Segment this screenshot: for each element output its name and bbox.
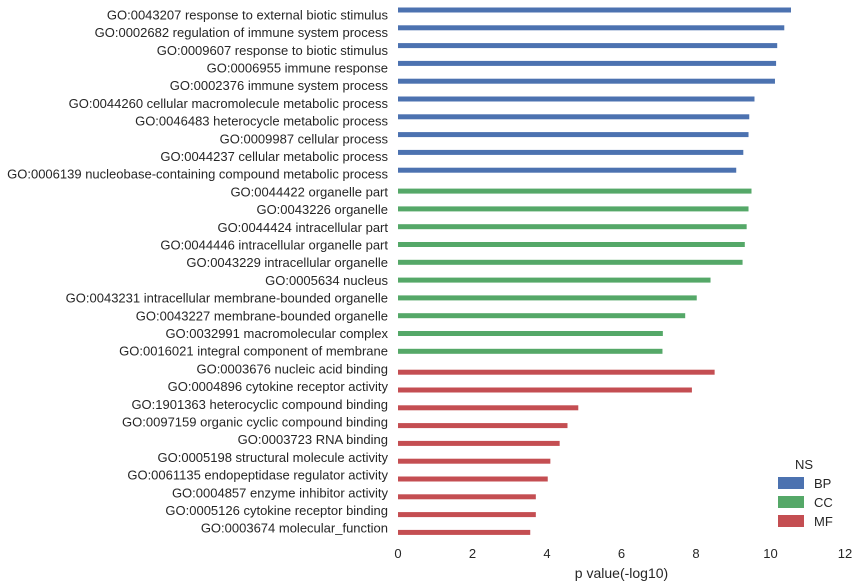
category-label: GO:0043226 organelle bbox=[256, 202, 388, 217]
bar-mf-2 bbox=[398, 387, 692, 393]
category-label: GO:0043229 intracellular organelle bbox=[186, 255, 388, 270]
category-label: GO:0046483 heterocycle metabolic process bbox=[135, 114, 388, 129]
category-label: GO:0003676 nucleic acid binding bbox=[196, 361, 388, 376]
category-label: GO:0044422 organelle part bbox=[230, 184, 388, 199]
bar-cc-6 bbox=[398, 277, 711, 283]
category-label: GO:0097159 organic cyclic compound bindi… bbox=[122, 415, 388, 430]
legend-swatch-mf bbox=[778, 515, 804, 527]
bar-mf-9 bbox=[398, 512, 536, 518]
category-label: GO:0061135 endopeptidase regulator activ… bbox=[127, 468, 388, 483]
bar-bp-4 bbox=[398, 60, 777, 66]
bar-bp-6 bbox=[398, 96, 755, 102]
x-tick-label: 4 bbox=[543, 546, 550, 561]
bar-mf-3 bbox=[398, 405, 579, 411]
category-label: GO:0004896 cytokine receptor activity bbox=[168, 379, 389, 394]
bar-mf-7 bbox=[398, 476, 548, 482]
category-label: GO:0005198 structural molecule activity bbox=[158, 450, 389, 465]
category-label: GO:0032991 macromolecular complex bbox=[165, 326, 388, 341]
x-tick-label: 12 bbox=[838, 546, 852, 561]
bar-bp-10 bbox=[398, 167, 737, 173]
bar-mf-8 bbox=[398, 494, 536, 500]
bar-cc-9 bbox=[398, 331, 663, 336]
category-label: GO:0044260 cellular macromolecule metabo… bbox=[69, 96, 389, 111]
bar-bp-5 bbox=[398, 78, 775, 84]
category-label: GO:0006139 nucleobase-containing compoun… bbox=[7, 167, 388, 182]
legend-label-mf: MF bbox=[814, 514, 833, 529]
category-label: GO:0043207 response to external biotic s… bbox=[107, 7, 389, 22]
category-label: GO:0002376 immune system process bbox=[170, 78, 389, 93]
legend-label-cc: CC bbox=[814, 495, 833, 510]
bar-mf-10 bbox=[398, 529, 531, 535]
bar-mf-4 bbox=[398, 423, 568, 429]
bar-mf-5 bbox=[398, 440, 560, 446]
category-label: GO:0044424 intracellular part bbox=[217, 220, 388, 235]
bar-cc-3 bbox=[398, 224, 747, 230]
category-label: GO:0016021 integral component of membran… bbox=[119, 344, 388, 359]
category-label: GO:0005126 cytokine receptor binding bbox=[165, 503, 388, 518]
legend-label-bp: BP bbox=[814, 476, 831, 491]
category-label: GO:1901363 heterocyclic compound binding bbox=[131, 397, 388, 412]
category-label: GO:0006955 immune response bbox=[207, 61, 388, 76]
legend: NS BP CC MF bbox=[778, 457, 833, 529]
category-label: GO:0004857 enzyme inhibitor activity bbox=[172, 485, 389, 500]
legend-entries-group: BP CC MF bbox=[778, 476, 833, 529]
bar-mf-1 bbox=[398, 369, 715, 375]
category-label: GO:0043231 intracellular membrane-bounde… bbox=[66, 291, 388, 306]
bars-group bbox=[398, 7, 791, 535]
category-label: GO:0043227 membrane-bounded organelle bbox=[136, 308, 388, 323]
legend-swatch-cc bbox=[778, 496, 804, 508]
bar-cc-7 bbox=[398, 295, 697, 301]
category-label: GO:0009987 cellular process bbox=[220, 131, 389, 146]
x-tick-label: 2 bbox=[469, 546, 476, 561]
legend-title: NS bbox=[795, 457, 813, 472]
x-tick-label: 0 bbox=[394, 546, 401, 561]
category-label: GO:0005634 nucleus bbox=[265, 273, 388, 288]
bar-bp-8 bbox=[398, 132, 749, 138]
bar-bp-9 bbox=[398, 149, 744, 155]
x-axis-label: p value(-log10) bbox=[575, 565, 668, 581]
category-label: GO:0003674 molecular_function bbox=[201, 521, 388, 536]
category-label: GO:0002682 regulation of immune system p… bbox=[95, 25, 389, 40]
bar-cc-2 bbox=[398, 206, 749, 212]
category-label: GO:0044446 intracellular organelle part bbox=[160, 238, 388, 253]
x-tick-labels-group: 0 2 4 6 8 10 12 bbox=[394, 546, 852, 561]
bar-cc-10 bbox=[398, 348, 663, 354]
bar-cc-8 bbox=[398, 313, 686, 319]
legend-swatch-bp bbox=[778, 477, 804, 489]
x-tick-label: 8 bbox=[692, 546, 699, 561]
category-label: GO:0009607 response to biotic stimulus bbox=[157, 43, 389, 58]
bar-bp-2 bbox=[398, 25, 785, 31]
x-tick-label: 6 bbox=[618, 546, 625, 561]
bar-bp-3 bbox=[398, 43, 778, 49]
category-labels-group: GO:0043207 response to external biotic s… bbox=[7, 7, 388, 535]
bar-bp-7 bbox=[398, 114, 750, 120]
bar-cc-4 bbox=[398, 242, 745, 247]
bar-mf-6 bbox=[398, 458, 551, 464]
category-label: GO:0003723 RNA binding bbox=[238, 432, 388, 447]
category-label: GO:0044237 cellular metabolic process bbox=[160, 149, 388, 164]
x-tick-label: 10 bbox=[763, 546, 777, 561]
bar-cc-5 bbox=[398, 259, 743, 265]
bar-bp-1 bbox=[398, 7, 791, 13]
bar-cc-1 bbox=[398, 188, 752, 194]
